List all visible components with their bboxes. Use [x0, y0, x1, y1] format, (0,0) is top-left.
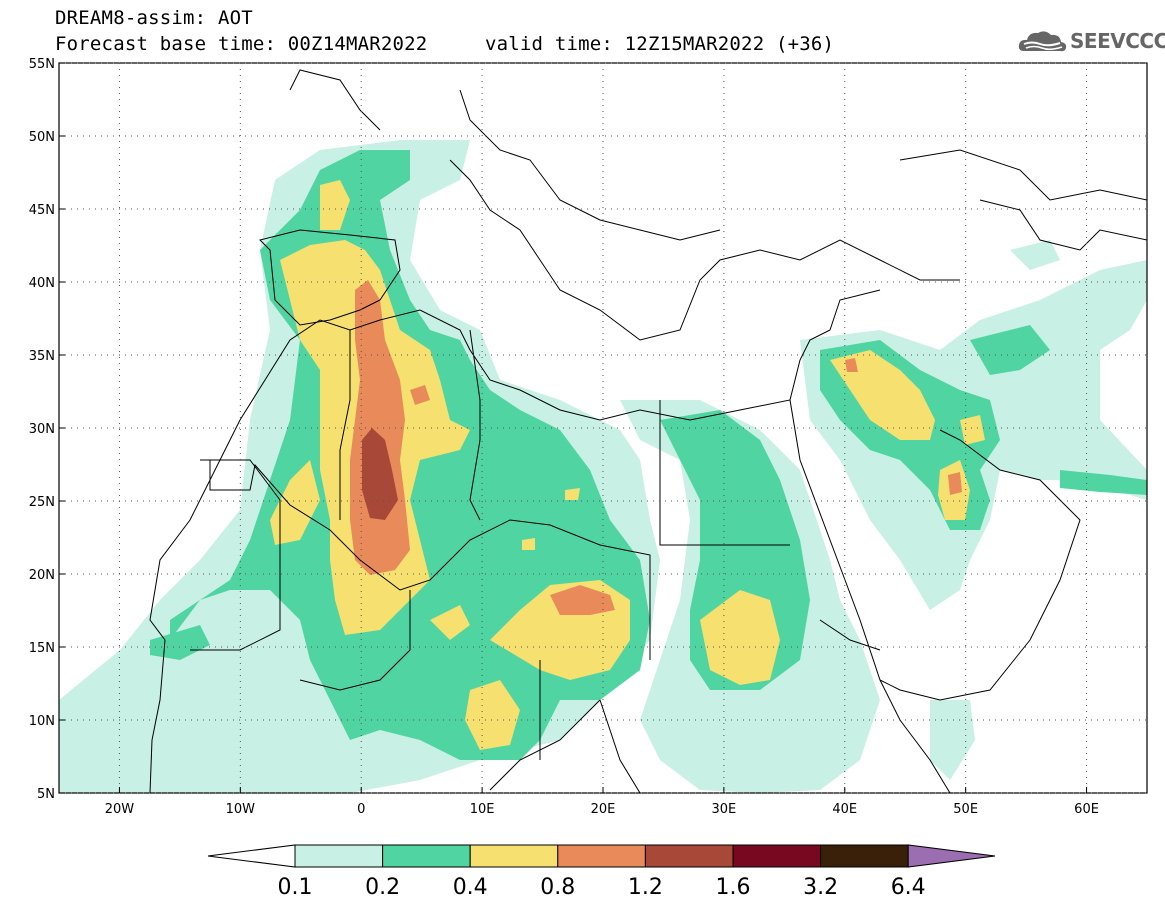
- lon-tick-label: 60E: [1074, 802, 1099, 817]
- colorbar-segment: [382, 844, 471, 868]
- axis-ticks: 20W 10W 0 10E 20E 30E 40E 50E 60E 55N 50N 45N 40N 35N…: [29, 57, 1099, 817]
- lon-tick-label: 40E: [832, 802, 857, 817]
- logo-text: SEEVCCC: [1070, 29, 1165, 53]
- lat-tick-label: 40N: [29, 276, 55, 291]
- title-valid-time: valid time: 12Z15MAR2022 (+36): [485, 33, 835, 55]
- lat-tick-label: 5N: [37, 787, 55, 802]
- colorbar-segment: [469, 844, 559, 868]
- lat-tick-label: 10N: [29, 714, 55, 729]
- colorbar-label: 1.2: [628, 875, 663, 900]
- colorbar-segment: [820, 844, 909, 868]
- colorbar-segment: [644, 844, 734, 868]
- colorbar-label: 0.1: [278, 875, 313, 900]
- colorbar-arrow-left: [207, 844, 296, 868]
- lat-tick-label: 35N: [29, 349, 55, 364]
- title-base-time: Forecast base time: 00Z14MAR2022: [55, 33, 428, 55]
- lon-tick-label: 20W: [105, 802, 135, 817]
- lon-tick-label: 0: [357, 802, 365, 817]
- colorbar-label: 0.2: [365, 875, 400, 900]
- cloud-icon: [1018, 31, 1067, 52]
- lat-tick-label: 45N: [29, 203, 55, 218]
- colorbar-label: 0.8: [540, 875, 575, 900]
- lat-tick-label: 50N: [29, 130, 55, 145]
- lon-tick-label: 20E: [591, 802, 616, 817]
- colorbar-label: 3.2: [803, 875, 838, 900]
- colorbar-label: 0.4: [453, 875, 488, 900]
- graticule: [59, 62, 1147, 794]
- colorbar-label: 6.4: [891, 875, 926, 900]
- colorbar-segment: [294, 844, 384, 868]
- lat-tick-label: 15N: [29, 641, 55, 656]
- colorbar-segment: [557, 844, 646, 868]
- colorbar-segment: [732, 844, 822, 868]
- lon-tick-label: 10E: [470, 802, 495, 817]
- coastlines: [149, 69, 1147, 793]
- lon-tick-label: 10W: [226, 802, 256, 817]
- aot-shading: [59, 140, 1147, 793]
- lon-tick-label: 50E: [953, 802, 978, 817]
- colorbar-label: 1.6: [716, 875, 751, 900]
- lon-tick-label: 30E: [712, 802, 737, 817]
- colorbar-arrow-right: [907, 844, 996, 868]
- seevccc-logo: SEEVCCC: [1018, 27, 1165, 57]
- title-variable: DREAM8-assim: AOT: [55, 7, 253, 29]
- lat-tick-label: 30N: [29, 422, 55, 437]
- lat-tick-label: 25N: [29, 495, 55, 510]
- lat-tick-label: 20N: [29, 568, 55, 583]
- lat-tick-label: 55N: [29, 57, 55, 72]
